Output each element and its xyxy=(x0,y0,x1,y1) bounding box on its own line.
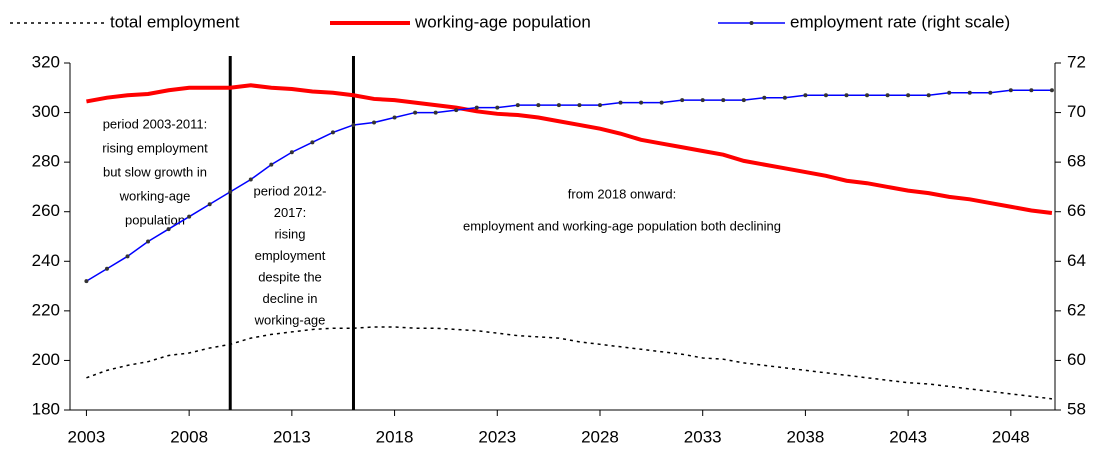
point xyxy=(926,93,931,98)
point xyxy=(289,150,294,155)
y-tick-label: 200 xyxy=(32,350,60,369)
y-tick-label: 180 xyxy=(32,399,60,418)
annotation: despite the xyxy=(258,269,322,284)
point xyxy=(207,202,212,207)
point xyxy=(947,90,952,95)
annotation: employment and working-age population bo… xyxy=(463,218,781,233)
y2-tick-label: 62 xyxy=(1067,300,1086,319)
x-tick-label: 2023 xyxy=(478,427,516,446)
point xyxy=(762,95,767,100)
point xyxy=(1029,88,1034,93)
legend-label: total employment xyxy=(110,12,240,31)
point xyxy=(330,130,335,135)
point xyxy=(310,140,315,145)
point xyxy=(865,93,870,98)
point xyxy=(700,98,705,103)
line-series xyxy=(86,89,1052,282)
point xyxy=(433,110,438,115)
y-tick-label: 260 xyxy=(32,201,60,220)
annotation: employment xyxy=(255,248,326,263)
y-tick-label: 280 xyxy=(32,152,60,171)
point xyxy=(515,103,520,108)
x-tick-label: 2033 xyxy=(684,427,722,446)
y-tick-label: 220 xyxy=(32,300,60,319)
annotation: rising xyxy=(274,226,305,241)
point xyxy=(269,162,274,167)
point xyxy=(187,214,192,219)
point xyxy=(125,254,130,259)
point xyxy=(967,90,972,95)
annotation: decline in xyxy=(263,291,318,306)
point xyxy=(372,120,377,125)
annotation: 2017: xyxy=(274,205,307,220)
point xyxy=(659,100,664,105)
line-series xyxy=(86,326,1053,400)
annotation: working-age xyxy=(119,188,191,203)
annotation: rising employment xyxy=(102,140,208,155)
point xyxy=(1008,88,1013,93)
point xyxy=(906,93,911,98)
x-tick-label: 2043 xyxy=(889,427,927,446)
annotation: period 2003-2011: xyxy=(103,116,208,131)
point xyxy=(556,103,561,108)
y-tick-label: 320 xyxy=(32,52,60,71)
point xyxy=(474,105,479,110)
y2-tick-label: 64 xyxy=(1067,251,1086,270)
point xyxy=(454,108,459,113)
point xyxy=(844,93,849,98)
legend-label: employment rate (right scale) xyxy=(790,12,1010,31)
point xyxy=(639,100,644,105)
y2-tick-label: 66 xyxy=(1067,201,1086,220)
y2-tick-label: 70 xyxy=(1067,102,1086,121)
y-tick-label: 300 xyxy=(32,102,60,121)
annotation: period 2012- xyxy=(254,183,327,198)
y-tick-label: 240 xyxy=(32,251,60,270)
y2-tick-label: 58 xyxy=(1067,399,1086,418)
annotation: but slow growth in xyxy=(103,164,207,179)
y2-tick-label: 68 xyxy=(1067,152,1086,171)
x-tick-label: 2013 xyxy=(273,427,311,446)
point xyxy=(392,115,397,120)
point xyxy=(166,227,171,232)
point xyxy=(104,266,109,271)
point xyxy=(721,98,726,103)
point xyxy=(823,93,828,98)
point xyxy=(413,110,418,115)
point xyxy=(618,100,623,105)
point xyxy=(84,279,89,284)
point xyxy=(495,105,500,110)
point xyxy=(803,93,808,98)
point xyxy=(1049,88,1054,93)
y2-tick-label: 60 xyxy=(1067,350,1086,369)
point xyxy=(597,103,602,108)
point xyxy=(536,103,541,108)
x-tick-label: 2008 xyxy=(170,427,208,446)
x-tick-label: 2038 xyxy=(786,427,824,446)
point xyxy=(577,103,582,108)
point xyxy=(680,98,685,103)
point xyxy=(782,95,787,100)
y2-tick-label: 72 xyxy=(1067,52,1086,71)
point xyxy=(988,90,993,95)
x-tick-label: 2003 xyxy=(68,427,106,446)
point xyxy=(351,122,356,127)
legend-marker xyxy=(749,21,754,25)
point xyxy=(228,189,233,194)
point xyxy=(741,98,746,103)
annotation: working-age xyxy=(254,312,326,327)
point xyxy=(146,239,151,244)
x-tick-label: 2048 xyxy=(992,427,1030,446)
x-tick-label: 2018 xyxy=(376,427,414,446)
line-series xyxy=(86,83,1053,215)
legend-label: working-age population xyxy=(414,12,591,31)
point xyxy=(885,93,890,98)
x-tick-label: 2028 xyxy=(581,427,619,446)
annotation: population xyxy=(125,212,185,227)
annotation: from 2018 onward: xyxy=(568,186,676,201)
point xyxy=(248,177,253,182)
